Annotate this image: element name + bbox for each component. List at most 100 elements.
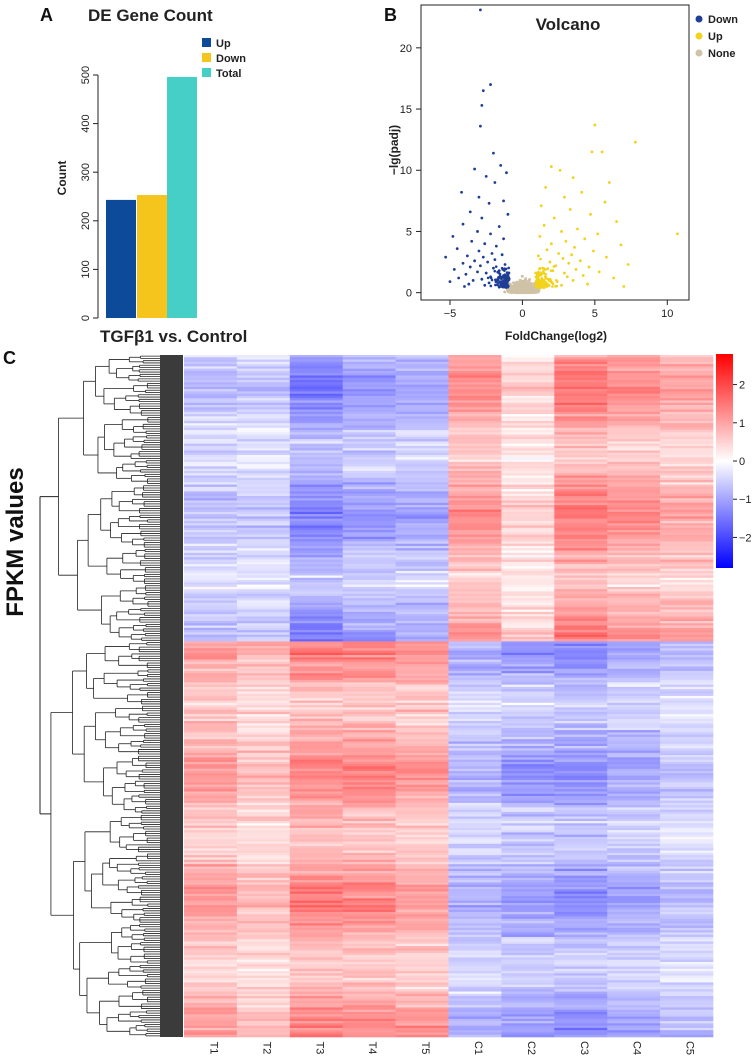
heatmap-cell bbox=[501, 782, 555, 785]
volcano-up-point bbox=[536, 283, 539, 287]
heatmap-cell bbox=[607, 661, 661, 665]
heatmap-cell bbox=[448, 516, 502, 519]
heatmap-cell bbox=[607, 816, 661, 820]
heatmap-cell bbox=[184, 705, 238, 708]
heatmap-cell bbox=[342, 977, 396, 981]
heatmap-cell bbox=[660, 952, 714, 956]
heatmap-cell bbox=[236, 705, 291, 708]
heatmap-cell bbox=[607, 573, 661, 576]
volcano-up-point bbox=[607, 181, 611, 184]
heatmap-cell bbox=[607, 698, 661, 701]
heatmap-cell bbox=[501, 866, 555, 870]
heatmap-cell bbox=[184, 993, 238, 997]
heatmap-cell bbox=[236, 775, 291, 779]
heatmap-cell bbox=[501, 668, 555, 672]
heatmap-cell bbox=[501, 380, 555, 383]
heatmap-cell bbox=[342, 557, 396, 560]
heatmap-cell bbox=[289, 534, 343, 538]
heatmap-cell bbox=[236, 589, 291, 592]
heatmap-cell bbox=[660, 586, 714, 590]
heatmap-cell bbox=[342, 641, 396, 645]
heatmap-cell bbox=[184, 468, 238, 472]
heatmap-cell bbox=[184, 516, 238, 519]
heatmap-cell bbox=[236, 761, 291, 765]
heatmap-cell bbox=[501, 900, 555, 904]
heatmap-cell bbox=[236, 698, 291, 701]
heatmap-cell bbox=[395, 614, 449, 617]
heatmap-cell bbox=[236, 825, 291, 829]
heatmap-cell bbox=[554, 852, 608, 856]
heatmap-cell bbox=[448, 641, 502, 645]
heatmap-cell bbox=[501, 557, 555, 560]
heatmap-cell bbox=[289, 834, 343, 838]
heatmap-cell bbox=[607, 991, 661, 995]
heatmap-cell bbox=[184, 930, 238, 933]
heatmap-cell bbox=[448, 505, 502, 508]
heatmap-cell bbox=[607, 489, 661, 492]
heatmap-cell bbox=[342, 911, 396, 915]
heatmap-cell bbox=[554, 611, 608, 615]
heatmap-cell bbox=[184, 386, 238, 390]
heatmap-cell bbox=[501, 655, 555, 658]
heatmap-cell bbox=[660, 809, 714, 813]
heatmap-cell bbox=[184, 909, 238, 913]
heatmap-cell bbox=[448, 807, 502, 810]
heatmap-cell bbox=[660, 450, 714, 454]
heatmap-cell bbox=[236, 816, 291, 820]
heatmap-cell bbox=[342, 680, 396, 683]
heatmap-cell bbox=[236, 573, 291, 576]
heatmap-cell bbox=[607, 566, 661, 569]
heatmap-cell bbox=[448, 548, 502, 551]
heatmap-cell bbox=[289, 911, 343, 915]
heatmap-cell bbox=[236, 957, 291, 960]
heatmap-cell bbox=[607, 764, 661, 767]
heatmap-cell bbox=[607, 943, 661, 947]
heatmap-cell bbox=[289, 664, 343, 667]
heatmap-cell bbox=[236, 532, 291, 535]
heatmap-cell bbox=[289, 564, 343, 567]
heatmap-cell bbox=[184, 996, 238, 999]
heatmap-cell bbox=[289, 473, 343, 476]
heatmap-cell bbox=[289, 475, 343, 479]
heatmap-cell bbox=[554, 857, 608, 860]
heatmap-cell bbox=[501, 902, 555, 906]
volcano-y-axis-label: −lg(padj) bbox=[387, 125, 401, 175]
heatmap-cell bbox=[448, 789, 502, 792]
heatmap-cell bbox=[184, 480, 238, 483]
heatmap-cell bbox=[501, 580, 555, 583]
heatmap-cell bbox=[395, 377, 449, 381]
heatmap-cell bbox=[289, 721, 343, 724]
heatmap-cell bbox=[395, 480, 449, 483]
heatmap-cell bbox=[501, 830, 555, 833]
heatmap-cell bbox=[554, 807, 608, 810]
heatmap-cell bbox=[660, 932, 714, 935]
heatmap-cell bbox=[501, 952, 555, 956]
heatmap-cell bbox=[342, 577, 396, 581]
heatmap-cell bbox=[501, 495, 555, 499]
heatmap-cell bbox=[236, 843, 291, 847]
volcano-up-point bbox=[619, 243, 623, 247]
heatmap-cell bbox=[395, 641, 449, 645]
heatmap-cell bbox=[607, 693, 661, 697]
heatmap-cell bbox=[660, 916, 714, 920]
heatmap-cell bbox=[184, 564, 238, 567]
heatmap-cell bbox=[554, 975, 608, 979]
heatmap-cell bbox=[184, 364, 238, 367]
heatmap-cell bbox=[554, 755, 608, 758]
heatmap-cell bbox=[289, 746, 343, 749]
heatmap-cell bbox=[342, 357, 396, 360]
heatmap-cell bbox=[448, 382, 502, 385]
heatmap-cell bbox=[501, 486, 555, 490]
heatmap-cell bbox=[342, 605, 396, 608]
heatmap-cell bbox=[501, 518, 555, 522]
heatmap-cell bbox=[554, 791, 608, 795]
heatmap-cell bbox=[554, 480, 608, 483]
heatmap-cell bbox=[448, 577, 502, 581]
volcano-down-point bbox=[490, 278, 494, 282]
heatmap-cell bbox=[607, 939, 661, 942]
heatmap-cell bbox=[395, 557, 449, 560]
heatmap-cell bbox=[501, 702, 555, 706]
heatmap-cell bbox=[236, 898, 291, 901]
heatmap-cell bbox=[501, 841, 555, 845]
heatmap-cell bbox=[554, 427, 608, 431]
